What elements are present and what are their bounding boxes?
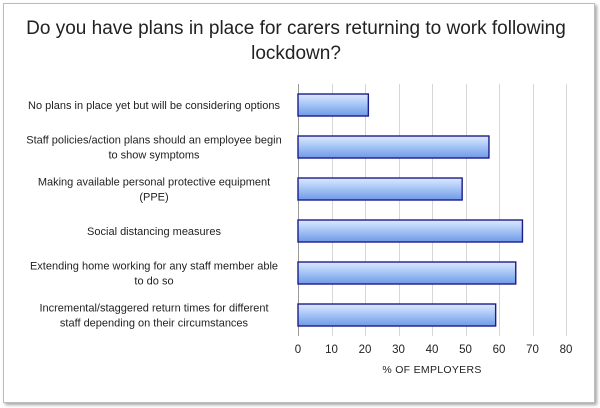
x-tick-label: 40: [426, 344, 439, 356]
category-label-line: (PPE): [139, 192, 168, 204]
category-label-line: Social distancing measures: [87, 226, 221, 238]
category-label-line: Incremental/staggered return times for d…: [39, 303, 268, 315]
bar: [297, 219, 524, 243]
x-tick-label: 60: [493, 344, 506, 356]
bars: [297, 93, 524, 327]
x-tick-labels: 0 10 20 30 40 50 60 70 80: [295, 344, 573, 356]
category-label-line: Extending home working for any staff mem…: [30, 261, 278, 273]
x-tick-label: 30: [392, 344, 405, 356]
bar: [297, 93, 370, 117]
x-tick-label: 80: [560, 344, 573, 356]
bar: [297, 303, 497, 327]
category-labels: No plans in place yet but will be consid…: [26, 100, 281, 330]
x-tick-label: 50: [459, 344, 472, 356]
x-tick-label: 0: [295, 344, 301, 356]
category-label: Social distancing measures: [87, 226, 221, 238]
x-tick-label: 10: [325, 344, 338, 356]
category-label: No plans in place yet but will be consid…: [28, 100, 280, 112]
chart-title: Do you have plans in place for carers re…: [26, 18, 566, 64]
category-label-line: to show symptoms: [108, 150, 200, 162]
category-label-line: Making available personal protective equ…: [38, 177, 270, 189]
gridlines: [298, 84, 567, 336]
bar: [297, 261, 517, 285]
category-label: Incremental/staggered return times for d…: [39, 303, 268, 330]
category-label-line: to do so: [134, 276, 173, 288]
x-tick-label: 70: [526, 344, 539, 356]
category-label-line: No plans in place yet but will be consid…: [28, 100, 280, 112]
category-label: Extending home working for any staff mem…: [30, 261, 278, 288]
category-label: Making available personal protective equ…: [38, 177, 270, 204]
category-label-line: staff depending on their circumstances: [60, 318, 249, 330]
category-label: Staff policies/action plans should an em…: [26, 135, 281, 162]
x-tick-label: 20: [359, 344, 372, 356]
category-label-line: Staff policies/action plans should an em…: [26, 135, 281, 147]
bar: [297, 177, 463, 201]
bar: [297, 135, 490, 159]
x-axis-title: % OF EMPLOYERS: [382, 364, 481, 376]
